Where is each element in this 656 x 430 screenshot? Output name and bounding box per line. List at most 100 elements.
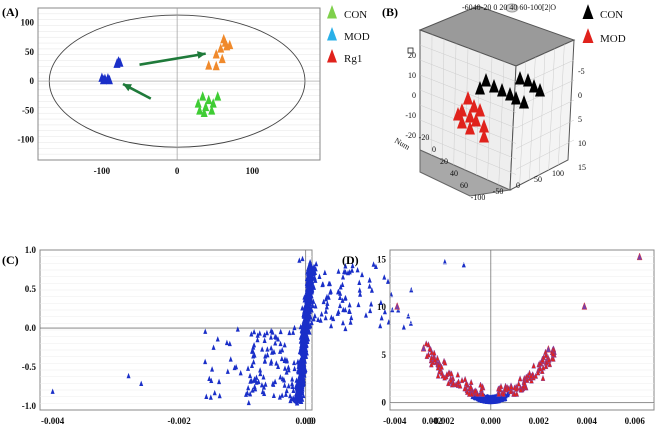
volcano-point-red xyxy=(472,387,478,394)
volcano-point-red xyxy=(427,345,433,352)
trend-arrow-shaft xyxy=(139,52,206,66)
splot-point xyxy=(373,263,378,269)
data-point-CON-group xyxy=(196,105,204,115)
panel-a-x-ticks: -100 0 100 xyxy=(94,166,260,176)
splot-point xyxy=(325,300,330,306)
splot-point xyxy=(382,274,387,280)
volcano-point-red xyxy=(498,382,504,390)
splot-point xyxy=(311,316,316,322)
cube-point-mod xyxy=(453,107,463,121)
volcano-point-red xyxy=(540,374,546,381)
splot-point xyxy=(297,257,302,263)
splot-point xyxy=(369,301,374,307)
volcano-point-red xyxy=(496,390,502,397)
volcano-point-red xyxy=(531,362,536,369)
splot-point xyxy=(309,288,314,295)
cube-point-con xyxy=(497,83,507,97)
splot-point xyxy=(324,303,329,310)
splot-point xyxy=(305,314,310,321)
cube-point-con xyxy=(505,87,515,101)
splot-point xyxy=(300,355,305,361)
splot-point xyxy=(350,262,355,269)
cube-point-mod xyxy=(463,91,473,105)
cube-grid-line xyxy=(419,104,517,144)
cube-grid-line xyxy=(538,52,546,176)
splot-point xyxy=(217,392,222,399)
splot-point xyxy=(262,357,267,364)
x-tick-label: 0 xyxy=(175,166,180,176)
splot-point xyxy=(262,337,267,343)
splot-point xyxy=(323,308,328,314)
volcano-point-red xyxy=(435,372,441,379)
splot-point xyxy=(252,328,257,335)
volcano-point-red xyxy=(432,356,438,363)
volcano-point-blue xyxy=(486,397,491,403)
data-point-MOD-group xyxy=(116,57,124,67)
volcano-point-red xyxy=(528,372,534,379)
splot-point xyxy=(341,319,345,326)
splot-point xyxy=(270,329,275,335)
volcano-point-red xyxy=(436,361,442,369)
cube-grid-line xyxy=(529,57,536,181)
splot-point xyxy=(270,349,275,355)
panel-b-right-ticks: -5 0 5 10 15 xyxy=(578,67,586,172)
x-tick-label: 0.004 xyxy=(577,416,598,426)
x-tick-label: -0.004 xyxy=(383,416,407,426)
splot-point xyxy=(274,334,279,340)
splot-point xyxy=(297,361,302,367)
cube-grid-line xyxy=(548,48,555,171)
legend-label-rg1: Rg1 xyxy=(344,53,362,65)
volcano-point-red xyxy=(551,355,556,362)
panel-b-label: (B) xyxy=(382,5,398,19)
splot-point xyxy=(252,376,257,382)
x-tick-label: -100 xyxy=(94,166,111,176)
data-point-CON-group xyxy=(208,105,216,115)
splot-point xyxy=(50,388,55,394)
splot-point xyxy=(278,348,283,354)
cube-point-con xyxy=(489,79,499,93)
splot-point xyxy=(291,387,296,393)
cube-grid-line xyxy=(419,134,517,175)
y-tick-label: 100 xyxy=(21,18,35,28)
y-tick-label: 50 xyxy=(25,47,35,57)
splot-point xyxy=(292,359,297,366)
splot-point xyxy=(275,336,280,342)
volcano-point-red xyxy=(435,354,440,361)
splot-point xyxy=(249,377,254,384)
cube-grid-line xyxy=(515,119,575,149)
splot-point xyxy=(277,394,282,400)
cube-grid-line xyxy=(515,139,575,170)
splot-point xyxy=(276,363,281,370)
splot-point xyxy=(298,334,303,340)
volcano-point-red xyxy=(448,376,454,384)
x-tick-label: 0.006 xyxy=(625,416,646,426)
cube-point-mod xyxy=(475,103,485,117)
splot-point xyxy=(310,267,315,274)
legend-label-con: CON xyxy=(600,9,623,21)
data-point-Rg1-group xyxy=(205,60,213,70)
splot-point xyxy=(297,396,302,403)
volcano-point-red xyxy=(464,379,469,387)
splot-point xyxy=(340,274,345,280)
splot-point xyxy=(265,352,270,358)
splot-point xyxy=(139,380,144,387)
splot-point xyxy=(224,339,229,346)
legend-marker-con xyxy=(582,4,594,19)
volcano-point-red xyxy=(501,390,506,397)
cube-point-con xyxy=(523,73,533,87)
splot-point xyxy=(300,373,305,380)
volcano-point-red xyxy=(444,370,450,378)
legend-marker-con xyxy=(327,5,337,19)
data-point-Rg1-group xyxy=(212,60,220,71)
splot-point xyxy=(290,376,295,382)
splot-point xyxy=(280,375,285,382)
splot-point xyxy=(313,303,318,309)
splot-point xyxy=(340,297,345,303)
volcano-point-red xyxy=(480,382,485,390)
y-tick-label: -50 xyxy=(22,105,34,115)
volcano-point-red xyxy=(550,350,556,357)
cube-right-tick: -5 xyxy=(578,67,585,76)
cube-bottom-tick: -20 xyxy=(419,133,430,142)
